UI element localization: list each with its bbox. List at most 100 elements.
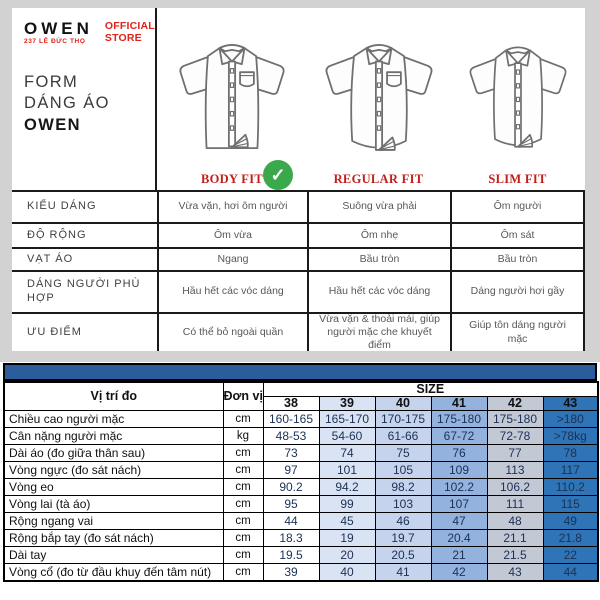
size-chart-header-band (3, 363, 597, 381)
measure-label-cell: Vòng ngực (đo sát nách) (3, 461, 224, 480)
size-value-cell: 67-72 (430, 427, 488, 446)
regular-fit-column: REGULAR FIT (307, 8, 450, 190)
size-value-cell: 39 (262, 563, 320, 582)
size-value-cell: 48 (486, 512, 544, 531)
size-table-row: Vòng ngực (đo sát nách) cm 97 101 105 109 113 1… (3, 461, 599, 480)
size-value-cell: 20.5 (374, 546, 432, 565)
size-value-cell: 110.2 (542, 478, 599, 497)
size-value-cell: 99 (318, 495, 376, 514)
size-value-cell: >180 (542, 410, 599, 429)
size-value-cell: 19.7 (374, 529, 432, 548)
measure-label-cell: Cân nặng người mặc (3, 427, 224, 446)
size-value-cell: 101 (318, 461, 376, 480)
size-value-cell: 102.2 (430, 478, 488, 497)
spec-value-cell: Vừa vặn & thoải mái, giúp người mặc che … (307, 312, 450, 351)
size-table-row: Cân nặng người mặc kg 48-53 54-60 61-66 67-72… (3, 427, 599, 446)
size-value-cell: 22 (542, 546, 599, 565)
unit-cell: cm (222, 512, 264, 531)
size-value-cell: 98.2 (374, 478, 432, 497)
size-value-cell: 107 (430, 495, 488, 514)
size-table-row: Chiều cao người mặc cm 160-165 165-170 170-1… (3, 410, 599, 429)
size-value-cell: 47 (430, 512, 488, 531)
size-value-cell: 106.2 (486, 478, 544, 497)
spec-value-cell: Ôm sát (450, 222, 585, 247)
size-value-cell: 117 (542, 461, 599, 480)
brand-panel: OWEN 237 LÊ ĐỨC THỌ OFFICIAL STORE FORM … (12, 8, 157, 190)
slim-fit-shirt-illustration (468, 46, 567, 148)
size-numbers-row: 38 39 40 41 42 43 (4, 396, 599, 412)
spec-row-label: VẠT ÁO (12, 247, 157, 270)
size-value-cell: 165-170 (318, 410, 376, 429)
size-value-cell: 73 (262, 444, 320, 463)
brand-logo-row: OWEN 237 LÊ ĐỨC THỌ OFFICIAL STORE (24, 20, 155, 46)
measure-position-header: Vị trí đo (3, 381, 224, 412)
size-value-cell: 49 (542, 512, 599, 531)
size-column-header: 38 (262, 396, 320, 412)
spec-value-cell: Bầu tròn (450, 247, 585, 270)
size-value-cell: 40 (318, 563, 376, 582)
spec-row-label: ƯU ĐIỂM (12, 312, 157, 351)
measure-label-cell: Vòng eo (3, 478, 224, 497)
body-fit-column: BODY FIT ✓ (157, 8, 307, 190)
official-store-line2: STORE (104, 32, 142, 44)
size-value-cell: 46 (374, 512, 432, 531)
spec-value-cell: Ngang (157, 247, 307, 270)
size-value-cell: 21.5 (486, 546, 544, 565)
size-table-row: Vòng cổ (đo từ đầu khuy đến tâm nút) cm 39… (3, 563, 599, 582)
spec-value-cell: Hầu hết các vóc dáng (307, 270, 450, 312)
body-fit-shirt-illustration (179, 44, 285, 150)
unit-cell: cm (222, 444, 264, 463)
shirts-row: OWEN 237 LÊ ĐỨC THỌ OFFICIAL STORE FORM … (12, 8, 585, 190)
measure-label-cell: Dài áo (đo giữa thân sau) (3, 444, 224, 463)
size-value-cell: 115 (542, 495, 599, 514)
size-value-cell: 76 (430, 444, 488, 463)
title-line1: FORM (24, 73, 79, 91)
size-table-row: Rộng ngang vai cm 44 45 46 47 48 49 (3, 512, 599, 531)
size-value-cell: 74 (318, 444, 376, 463)
spec-value-cell: Ôm vừa (157, 222, 307, 247)
unit-cell: cm (222, 563, 264, 582)
unit-header: Đơn vị (222, 381, 264, 412)
size-value-cell: 175-180 (486, 410, 544, 429)
size-value-cell: 19.5 (262, 546, 320, 565)
size-table-row: Vòng eo cm 90.2 94.2 98.2 102.2 106.2 110.2 (3, 478, 599, 497)
size-value-cell: 170-175 (374, 410, 432, 429)
slim-fit-label: SLIM FIT (488, 172, 547, 186)
spec-row-label: DÁNG NGƯỜI PHÙ HỢP (12, 270, 157, 312)
unit-cell: cm (222, 546, 264, 565)
spec-row-label: ĐỘ RỘNG (12, 222, 157, 247)
size-value-cell: 97 (262, 461, 320, 480)
measure-label-cell: Dài tay (3, 546, 224, 565)
size-value-cell: 75 (374, 444, 432, 463)
size-column-header: 40 (374, 396, 432, 412)
unit-cell: kg (222, 427, 264, 446)
measure-label-cell: Rộng bắp tay (đo sát nách) (3, 529, 224, 548)
size-value-cell: 21.1 (486, 529, 544, 548)
size-value-cell: 103 (374, 495, 432, 514)
size-value-cell: 78 (542, 444, 599, 463)
size-table-row: Vòng lai (tà áo) cm 95 99 103 107 111 115 (3, 495, 599, 514)
regular-fit-label: REGULAR FIT (333, 172, 424, 186)
fit-guide-card: OWEN 237 LÊ ĐỨC THỌ OFFICIAL STORE FORM … (12, 8, 585, 351)
size-value-cell: 41 (374, 563, 432, 582)
owen-logo: OWEN 237 LÊ ĐỨC THỌ (24, 20, 93, 46)
size-value-cell: 54-60 (318, 427, 376, 446)
size-value-cell: 45 (318, 512, 376, 531)
fit-comparison-table: KIỂU DÁNG Vừa vặn, hơi ôm người Suông vừa … (12, 190, 585, 351)
size-value-cell: 43 (486, 563, 544, 582)
size-chart-section: Vị trí đo Đơn vị SIZE 38 39 40 41 42 43 Chiều… (3, 363, 600, 583)
title-line3: OWEN (24, 115, 81, 134)
size-value-cell: 61-66 (374, 427, 432, 446)
size-value-cell: 90.2 (262, 478, 320, 497)
spec-value-cell: Suông vừa phải (307, 190, 450, 222)
owen-address: 237 LÊ ĐỨC THỌ (24, 38, 86, 46)
size-value-cell: 21.8 (542, 529, 599, 548)
unit-cell: cm (222, 461, 264, 480)
regular-fit-shirt-illustration (325, 44, 432, 151)
size-table-row: Dài áo (đo giữa thân sau) cm 73 74 75 76 77 78 (3, 444, 599, 463)
size-value-cell: 111 (486, 495, 544, 514)
unit-cell: cm (222, 478, 264, 497)
measure-label-cell: Rộng ngang vai (3, 512, 224, 531)
size-value-cell: 105 (374, 461, 432, 480)
section-title: FORM DÁNG ÁO OWEN (24, 72, 149, 136)
